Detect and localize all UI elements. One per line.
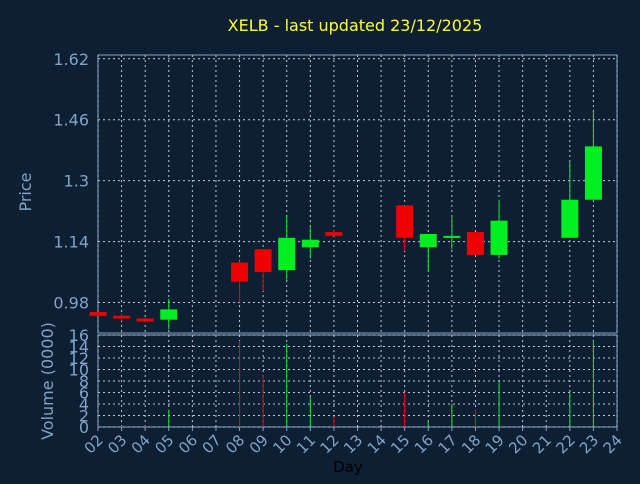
candle-body [254,249,272,273]
candle-body [396,205,414,238]
volume-tick-label: 8 [79,372,89,391]
price-tick-label: 1.3 [64,172,89,191]
x-tick-label: 06 [175,431,201,457]
volume-tick-label: 2 [79,407,89,426]
volume-tick-label: 14 [69,338,89,357]
candle-body [89,312,107,316]
price-tick-label: 1.62 [53,50,89,69]
x-tick-label: 13 [340,431,366,457]
price-panel: 0.98 1.14 1.3 1.46 1.62 [53,50,618,334]
x-tick-label: 18 [458,431,484,457]
x-tick-label: 09 [246,431,272,457]
price-tick-label: 0.98 [53,294,89,313]
candle-body [443,235,461,238]
price-axis-label: Price [16,172,35,211]
volume-panel: 0246810121416020304050607080910111213141… [69,326,626,457]
volume-tick-label: 0 [79,418,89,437]
candle-body [561,199,579,238]
candle-body [113,315,131,319]
x-tick-label: 22 [552,431,578,457]
candle-body [231,262,249,282]
x-tick-label: 05 [151,431,177,457]
x-tick-label: 16 [411,431,437,457]
volume-tick-label: 12 [69,349,89,368]
candle-body [419,233,437,248]
price-tick-label: 1.14 [53,233,89,252]
candle-body [466,232,484,255]
candle-body [160,309,178,320]
x-tick-label: 08 [222,431,248,457]
price-tick-label: 1.46 [53,111,89,130]
x-tick-label: 07 [199,431,225,457]
day-axis-label: Day [333,458,363,476]
x-tick-label: 12 [317,431,343,457]
volume-tick-label: 6 [79,384,89,403]
x-tick-label: 10 [269,431,295,457]
x-tick-label: 20 [505,431,531,457]
candle-body [490,220,508,255]
x-tick-label: 03 [104,431,130,457]
candle-body [301,239,319,248]
candle-body [136,318,154,322]
x-tick-label: 15 [387,431,413,457]
x-tick-label: 21 [529,431,555,457]
volume-tick-label: 16 [69,326,89,345]
x-tick-label: 19 [482,431,508,457]
candle-body [325,232,343,236]
x-tick-label: 04 [128,431,154,457]
x-tick-label: 14 [364,431,390,457]
candle-body [278,237,296,271]
volume-tick-label: 4 [79,395,89,414]
volume-tick-label: 10 [69,361,89,380]
chart-title: XELB - last updated 23/12/2025 [228,16,483,35]
x-tick-label: 17 [434,431,460,457]
volume-axis-label: Volume (0000) [38,322,57,440]
x-tick-label: 23 [576,431,602,457]
x-tick-label: 11 [293,431,319,457]
candle-body [584,146,602,200]
x-tick-label: 24 [600,431,626,457]
